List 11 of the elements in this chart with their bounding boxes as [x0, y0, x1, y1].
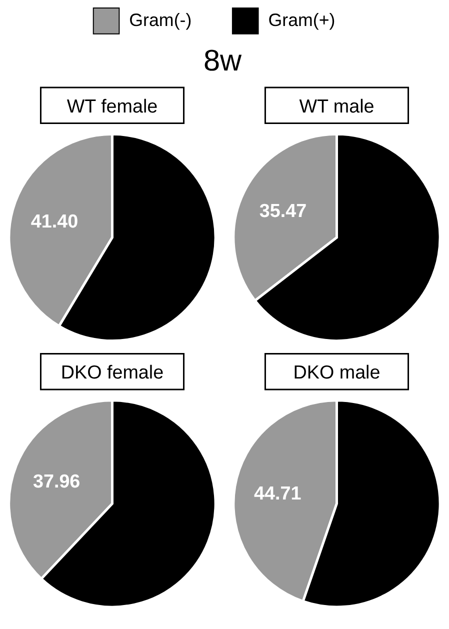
legend-label: Gram(+) — [268, 10, 336, 30]
chart-title: DKO female — [60, 362, 164, 383]
text: 8w — [203, 44, 242, 78]
data-label: 41.40 — [30, 210, 78, 232]
text: WT female — [66, 95, 158, 116]
data-label: 37.96 — [32, 470, 80, 492]
legend-label: Gram(-) — [129, 10, 192, 30]
chart-title: DKO male — [293, 362, 380, 383]
data-label: 35.47 — [259, 200, 307, 222]
chart-title: WT male — [299, 95, 374, 116]
data-label: 44.71 — [254, 482, 302, 504]
